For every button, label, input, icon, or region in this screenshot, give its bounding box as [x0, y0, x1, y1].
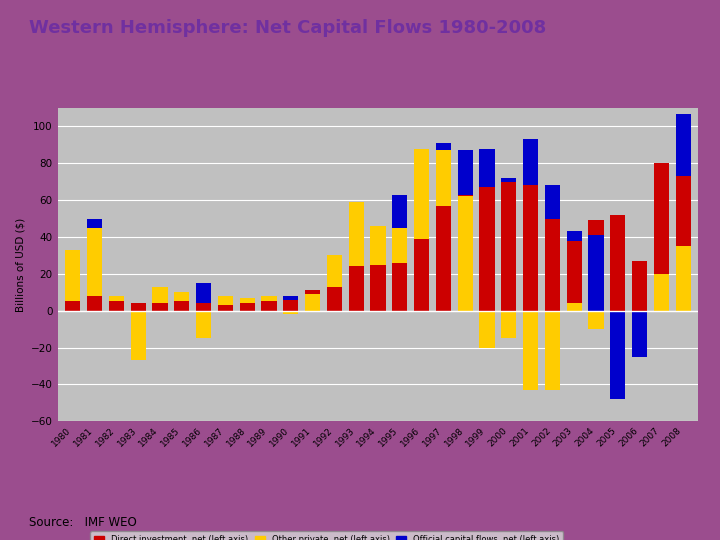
Bar	[130, 310, 146, 360]
Bar	[240, 303, 255, 310]
Bar	[523, 139, 538, 310]
Bar	[545, 185, 560, 310]
Bar	[480, 187, 495, 310]
Bar	[457, 150, 473, 310]
Bar	[632, 310, 647, 357]
Bar	[87, 296, 102, 310]
Bar	[588, 310, 603, 329]
Bar	[675, 246, 690, 310]
Bar	[567, 232, 582, 310]
Y-axis label: Billions of USD ($): Billions of USD ($)	[15, 218, 25, 312]
Bar	[305, 294, 320, 310]
Bar	[632, 261, 647, 310]
Bar	[174, 301, 189, 310]
Bar	[392, 228, 408, 310]
Bar	[240, 298, 255, 310]
Bar	[436, 150, 451, 310]
Bar	[87, 228, 102, 310]
Bar	[436, 206, 451, 310]
Bar	[588, 220, 603, 310]
Bar	[480, 310, 495, 348]
Bar	[392, 194, 408, 310]
Bar	[545, 310, 560, 390]
Bar	[392, 263, 408, 310]
Bar	[196, 310, 211, 338]
Text: Source:   IMF WEO: Source: IMF WEO	[29, 516, 137, 529]
Bar	[480, 148, 495, 310]
Bar	[87, 219, 102, 310]
Bar	[66, 250, 81, 310]
Bar	[153, 287, 168, 310]
Bar	[283, 310, 299, 314]
Bar	[109, 296, 124, 310]
Bar	[457, 194, 473, 310]
Bar	[523, 310, 538, 390]
Bar	[436, 143, 451, 310]
Bar	[654, 274, 669, 310]
Bar	[654, 163, 669, 310]
Bar	[261, 301, 276, 310]
Bar	[218, 296, 233, 310]
Bar	[196, 303, 211, 310]
Bar	[675, 176, 690, 310]
Bar	[610, 310, 626, 399]
Bar	[196, 283, 211, 310]
Bar	[283, 296, 299, 310]
Bar	[567, 241, 582, 310]
Bar	[109, 301, 124, 310]
Bar	[130, 303, 146, 310]
Legend: Direct investment, net (left axis), Other private, net (left axis), Official cap: Direct investment, net (left axis), Othe…	[90, 531, 563, 540]
Bar	[174, 292, 189, 310]
Bar	[675, 113, 690, 310]
Bar	[305, 291, 320, 310]
Bar	[501, 178, 516, 310]
Bar	[501, 310, 516, 338]
Bar	[66, 301, 81, 310]
Bar	[588, 235, 603, 310]
Bar	[348, 266, 364, 310]
Bar	[610, 215, 626, 310]
Bar	[283, 300, 299, 310]
Bar	[501, 181, 516, 310]
Bar	[414, 148, 429, 310]
Bar	[457, 197, 473, 310]
Bar	[545, 219, 560, 310]
Bar	[567, 303, 582, 310]
Bar	[348, 202, 364, 310]
Bar	[523, 185, 538, 310]
Bar	[370, 226, 386, 310]
Bar	[414, 239, 429, 310]
Text: Western Hemisphere: Net Capital Flows 1980-2008: Western Hemisphere: Net Capital Flows 19…	[29, 19, 546, 37]
Bar	[153, 303, 168, 310]
Bar	[261, 296, 276, 310]
Bar	[327, 255, 342, 310]
Bar	[218, 305, 233, 310]
Bar	[327, 287, 342, 310]
Bar	[370, 265, 386, 310]
